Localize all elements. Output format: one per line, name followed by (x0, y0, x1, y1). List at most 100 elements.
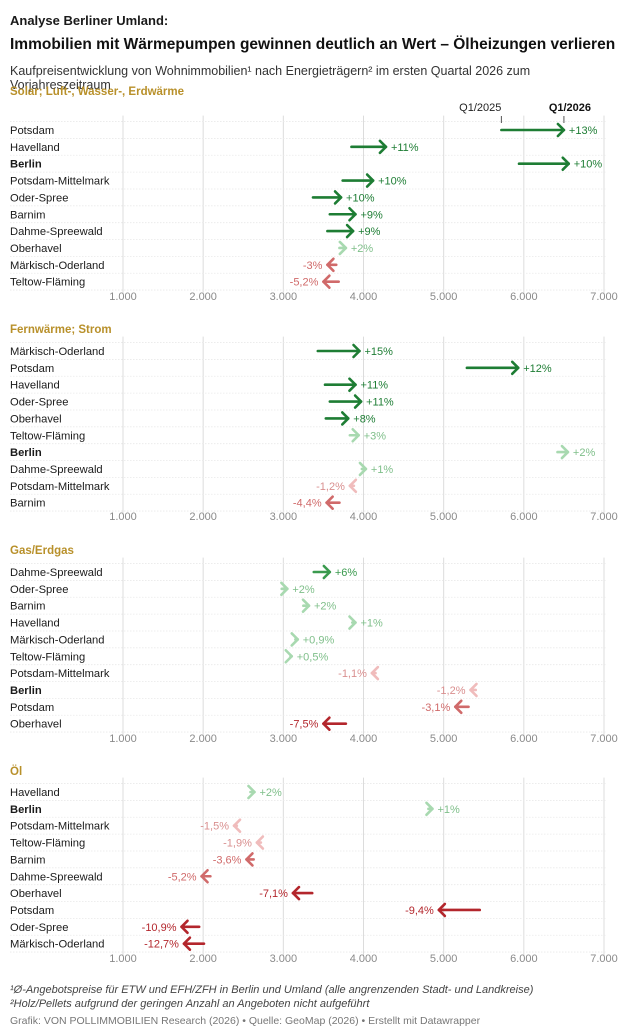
data-label: +0,9% (303, 634, 335, 646)
row-label: Märkisch-Oderland (10, 260, 105, 272)
row-label: Potsdam-Mittelmark (10, 176, 110, 188)
row-label: Oder-Spree (10, 922, 68, 934)
data-label: -1,5% (200, 821, 229, 833)
footnotes: ¹Ø-Angebotspreise für ETW und EFH/ZFH in… (10, 984, 533, 1011)
arrow-head (453, 699, 463, 715)
row-label: Potsdam-Mittelmark (10, 668, 110, 680)
panel-title: Öl (10, 765, 22, 778)
x-tick-label: 3.000 (270, 953, 298, 965)
row-label: Märkisch-Oderland (10, 634, 105, 646)
arrow-head (340, 411, 350, 426)
arrow-head (556, 122, 566, 138)
arrow-head (326, 257, 335, 273)
row-label: Berlin (10, 447, 42, 459)
arrow-head (325, 495, 334, 510)
row-label: Märkisch-Oderland (10, 939, 105, 951)
arrow-head (348, 377, 357, 393)
arrow-head (255, 835, 265, 850)
row-label: Havelland (10, 618, 60, 630)
data-label: -7,1% (259, 888, 288, 900)
x-tick-label: 1.000 (109, 953, 137, 965)
data-label: +9% (360, 209, 383, 221)
arrow-head (338, 240, 348, 256)
chart-title: Immobilien mit Wärmepumpen gewinnen deut… (10, 36, 616, 53)
data-label: +11% (366, 397, 394, 409)
row-label: Teltow-Fläming (10, 838, 85, 850)
row-label: Potsdam (10, 125, 54, 137)
arrow-head (322, 274, 331, 289)
row-label: Oberhavel (10, 413, 62, 425)
x-tick-label: 3.000 (270, 733, 298, 745)
legend-start-label: Q1/2025 (459, 102, 501, 114)
data-label: +12% (523, 363, 552, 375)
data-label: -3% (303, 260, 323, 272)
x-tick-label: 7.000 (590, 291, 618, 303)
x-tick-label: 7.000 (590, 733, 618, 745)
arrow-head (352, 343, 361, 359)
x-tick-label: 5.000 (430, 733, 458, 745)
data-label: +15% (364, 346, 393, 358)
arrow-head (348, 206, 357, 222)
data-label: -1,1% (338, 668, 367, 680)
data-label: -3,6% (213, 854, 242, 866)
x-tick-label: 2.000 (189, 953, 217, 965)
data-label: +2% (292, 584, 315, 596)
arrow-head (510, 360, 520, 376)
x-tick-label: 5.000 (430, 953, 458, 965)
data-label: +11% (360, 380, 388, 392)
data-label: +10% (378, 176, 407, 188)
arrow-head (353, 394, 363, 409)
row-label: Oberhavel (10, 243, 62, 255)
arrow-head (370, 665, 380, 681)
footnote-2: ²Holz/Pellets aufgrund der geringen Anza… (10, 997, 370, 1010)
arrow-head (301, 598, 311, 614)
data-label: -5,2% (168, 871, 197, 883)
row-label: Potsdam (10, 363, 54, 375)
data-label: +2% (573, 447, 596, 459)
data-label: -3,1% (422, 702, 451, 714)
arrow-head (437, 902, 447, 918)
panel-title: Fernwärme; Strom (10, 324, 112, 336)
data-label: -4,4% (293, 498, 322, 510)
legend-end-label: Q1/2026 (549, 102, 591, 114)
data-label: +6% (335, 567, 358, 579)
data-label: -1,2% (316, 481, 345, 493)
x-tick-label: 6.000 (510, 733, 538, 745)
x-tick-label: 1.000 (109, 511, 137, 523)
data-label: -1,2% (437, 685, 466, 697)
data-label: +1% (360, 618, 383, 630)
credit-line: Grafik: VON POLLIMMOBILIEN Research (202… (10, 1015, 481, 1027)
row-label: Oder-Spree (10, 192, 68, 204)
row-label: Barnim (10, 601, 45, 613)
row-label: Barnim (10, 498, 45, 510)
arrow-head (180, 919, 189, 935)
data-label: +2% (351, 243, 374, 255)
row-label: Oder-Spree (10, 397, 68, 409)
row-label: Oder-Spree (10, 584, 68, 596)
data-label: -7,5% (290, 719, 319, 731)
x-tick-label: 2.000 (189, 291, 217, 303)
chart-kicker: Analyse Berliner Umland: (10, 13, 169, 28)
arrow-head (348, 478, 358, 494)
arrow-head (348, 615, 357, 630)
arrow-head (561, 156, 571, 171)
row-label: Teltow-Fläming (10, 277, 85, 289)
arrow-head (284, 648, 294, 664)
arrow-head (322, 564, 332, 580)
arrow-head (365, 173, 375, 188)
row-label: Oberhavel (10, 719, 62, 731)
row-label: Havelland (10, 142, 60, 154)
row-label: Teltow-Fläming (10, 651, 85, 663)
arrow-head (378, 139, 388, 155)
x-tick-label: 6.000 (510, 511, 538, 523)
arrow-head (200, 868, 209, 884)
data-label: -1,9% (223, 838, 252, 850)
x-tick-label: 2.000 (189, 733, 217, 745)
data-label: +1% (437, 804, 460, 816)
arrow-head (232, 818, 242, 834)
data-label: +2% (259, 787, 282, 799)
arrow-head (247, 784, 256, 800)
x-tick-label: 3.000 (270, 291, 298, 303)
data-label: +10% (574, 159, 603, 171)
data-label: +13% (569, 125, 598, 137)
